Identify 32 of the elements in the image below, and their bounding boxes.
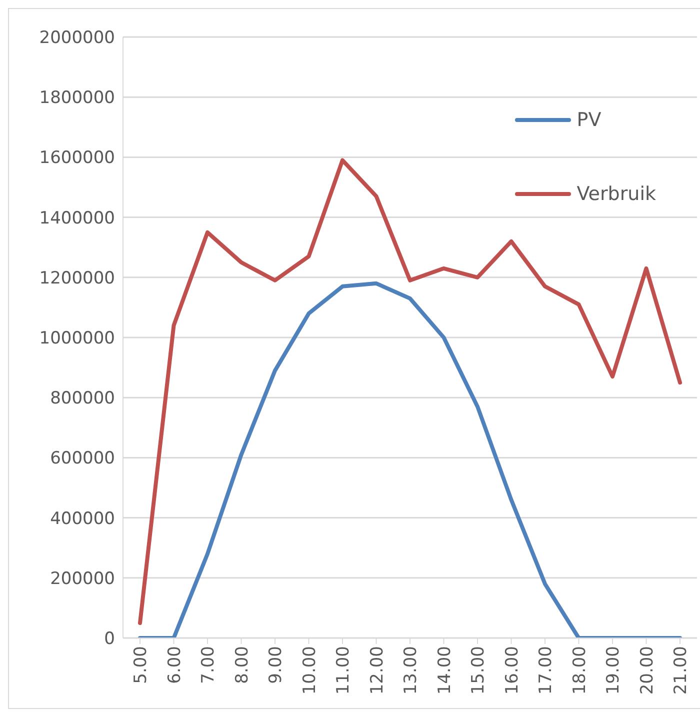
x-tick-label: 11.00 [334, 646, 354, 695]
y-tick-label: 400000 [50, 508, 115, 529]
y-tick-label: 1600000 [39, 148, 115, 168]
x-tick-label: 20.00 [637, 646, 658, 695]
x-tick-label: 13.00 [401, 646, 422, 695]
line-series [138, 281, 682, 638]
x-tick-label: 18.00 [570, 646, 590, 695]
x-tick-label: 17.00 [536, 646, 556, 695]
x-tick-label: 12.00 [367, 646, 388, 695]
y-tick-label: 1000000 [39, 328, 115, 349]
y-tick-label: 600000 [50, 448, 115, 469]
x-tick-label: 14.00 [434, 646, 455, 695]
x-tick-label: 19.00 [604, 646, 624, 695]
x-tick-label: 21.00 [671, 646, 692, 695]
legend-label: PV [576, 109, 602, 131]
y-tick-label: 1400000 [39, 208, 115, 228]
y-tick-label: 1800000 [39, 88, 115, 108]
x-tick-label: 6.00 [164, 646, 185, 684]
y-tick-label: 2000000 [39, 28, 115, 48]
x-tick-label: 8.00 [232, 646, 252, 684]
x-tick-label: 5.00 [131, 646, 152, 684]
line-series [138, 158, 682, 625]
x-tick-label: 16.00 [502, 646, 522, 695]
x-tick-label: 15.00 [468, 646, 489, 695]
x-tick-label: 7.00 [198, 646, 219, 684]
y-tick-label: 0 [104, 629, 115, 650]
x-tick-label: 10.00 [300, 646, 320, 695]
y-tick-label: 200000 [50, 568, 115, 589]
y-tick-label: 1200000 [39, 268, 115, 288]
legend-label: Verbruik [576, 183, 656, 205]
x-tick-label: 9.00 [266, 646, 286, 684]
y-tick-label: 800000 [50, 388, 115, 409]
